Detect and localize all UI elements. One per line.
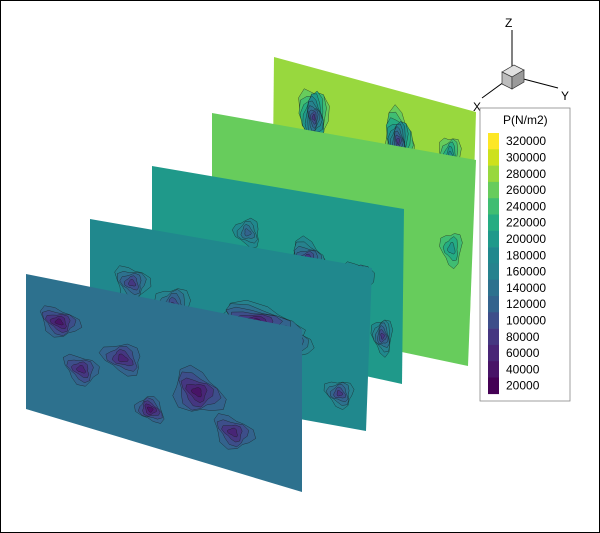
z-axis-label: Z <box>505 16 512 30</box>
legend-tick-label: 140000 <box>506 281 546 295</box>
legend-tick-label: 60000 <box>506 346 540 360</box>
x-axis-label: X <box>473 100 481 114</box>
legend-labels: 320000 300000 280000 260000 240000 220000 2000… <box>506 134 546 393</box>
slice-planes <box>26 57 476 492</box>
color-legend: P(N/m2) 320000 300000 280000 260000 240000 22… <box>479 107 571 402</box>
y-axis-label: Y <box>561 89 569 103</box>
legend-tick-label: 100000 <box>506 313 546 327</box>
legend-tick-label: 260000 <box>506 183 546 197</box>
orientation-cube-icon <box>501 64 525 90</box>
legend-swatches <box>488 133 499 395</box>
contour-region <box>76 364 86 374</box>
legend-tick-label: 240000 <box>506 199 546 213</box>
legend-swatch <box>488 133 499 150</box>
legend-swatch <box>488 377 499 395</box>
contour-region <box>54 318 64 326</box>
legend-swatch <box>488 263 499 280</box>
contour-region <box>336 390 344 397</box>
legend-tick-label: 280000 <box>506 167 546 181</box>
legend-tick-label: 200000 <box>506 232 546 246</box>
axis-triad: Z Y X <box>473 16 569 114</box>
legend-tick-label: 180000 <box>506 248 546 262</box>
legend-swatch <box>488 149 499 166</box>
legend-tick-label: 220000 <box>506 216 546 230</box>
legend-swatch <box>488 296 499 313</box>
contour-region <box>117 353 129 363</box>
legend-tick-label: 300000 <box>506 150 546 164</box>
legend-swatch <box>488 361 499 378</box>
legend-swatch <box>488 165 499 183</box>
legend-swatch <box>488 230 499 248</box>
legend-tick-label: 120000 <box>506 297 546 311</box>
legend-swatch <box>488 312 499 329</box>
legend-swatch <box>488 328 499 346</box>
legend-swatch <box>488 279 499 297</box>
legend-swatch <box>488 181 499 199</box>
contour-region <box>380 332 385 340</box>
contour-region <box>244 228 252 237</box>
legend-title: P(N/m2) <box>503 113 548 127</box>
legend-tick-label: 80000 <box>506 330 540 344</box>
legend-tick-label: 40000 <box>506 362 540 376</box>
legend-swatch <box>488 247 499 264</box>
contour-region <box>396 138 400 146</box>
contour-region <box>146 406 154 413</box>
slice-plane-1 <box>26 274 302 492</box>
legend-tick-label: 20000 <box>506 379 540 393</box>
contour-region <box>311 113 316 121</box>
contour-region <box>128 278 136 287</box>
contour-region <box>447 242 456 255</box>
contour-region <box>190 387 202 398</box>
legend-swatch <box>488 214 499 232</box>
contour-region <box>226 427 238 438</box>
legend-tick-label: 160000 <box>506 265 546 279</box>
legend-tick-label: 320000 <box>506 134 546 148</box>
legend-swatch <box>488 198 499 215</box>
legend-swatch <box>488 344 499 362</box>
